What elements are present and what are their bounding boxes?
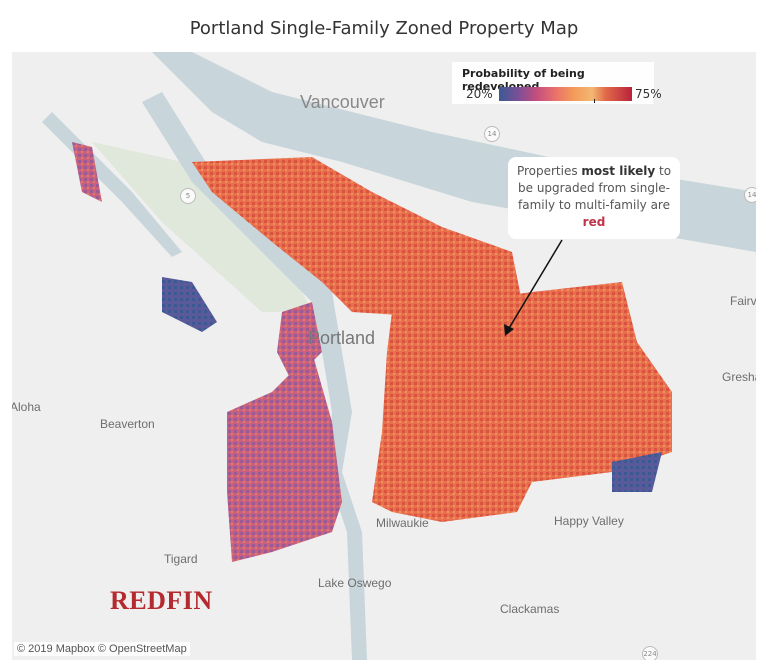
west-edge-properties — [162, 277, 217, 332]
east-edge-properties — [612, 452, 662, 492]
callout-arrow — [507, 239, 563, 331]
place-clackamas: Clackamas — [500, 602, 560, 616]
color-legend: Probability of being redeveloped 20% 75% — [452, 62, 662, 104]
southeast-properties — [372, 472, 532, 522]
legend-gradient — [499, 87, 632, 101]
map-layer — [42, 52, 756, 660]
highway-shield: 224 — [642, 646, 658, 660]
highway-shield: 14 — [484, 126, 500, 142]
callout-bold: most likely — [581, 164, 656, 178]
callout-red: red — [582, 215, 606, 229]
place-gresham: Gresha — [722, 370, 756, 384]
place-vancouver: Vancouver — [300, 92, 385, 112]
place-tigard: Tigard — [164, 552, 198, 566]
east-portland-properties — [372, 282, 672, 502]
north-portland-properties — [192, 157, 522, 317]
legend-min: 20% — [466, 87, 493, 101]
place-happy-valley: Happy Valley — [554, 514, 624, 528]
northwest-properties — [72, 142, 102, 202]
redfin-logo: REDFIN — [110, 586, 213, 615]
callout-text: to be upgraded from single-family to mul… — [518, 164, 672, 212]
callout-text: Properties — [516, 164, 582, 178]
annotation-callout: Properties most likely to be upgraded fr… — [508, 157, 680, 239]
place-milwaukie: Milwaukie — [376, 516, 429, 530]
place-portland: Portland — [308, 328, 376, 348]
forest-park — [92, 142, 312, 312]
legend-tick — [594, 99, 595, 103]
map[interactable]: Vancouver Portland Beaverton Aloha Tigar… — [12, 52, 756, 660]
legend-max: 75% — [635, 87, 662, 101]
west-hills-properties — [277, 302, 322, 382]
highway-shield: 5 — [180, 188, 196, 204]
place-fairview: Fairv — [730, 294, 756, 308]
highway-shield: 14 — [744, 187, 756, 203]
southwest-properties — [227, 352, 342, 562]
map-title: Portland Single-Family Zoned Property Ma… — [189, 18, 579, 39]
arrow-head — [504, 324, 514, 336]
map-attribution[interactable]: © 2019 Mapbox © OpenStreetMap — [14, 642, 190, 656]
place-aloha: Aloha — [12, 400, 41, 414]
place-lake-oswego: Lake Oswego — [318, 576, 392, 590]
place-beaverton: Beaverton — [100, 417, 155, 431]
